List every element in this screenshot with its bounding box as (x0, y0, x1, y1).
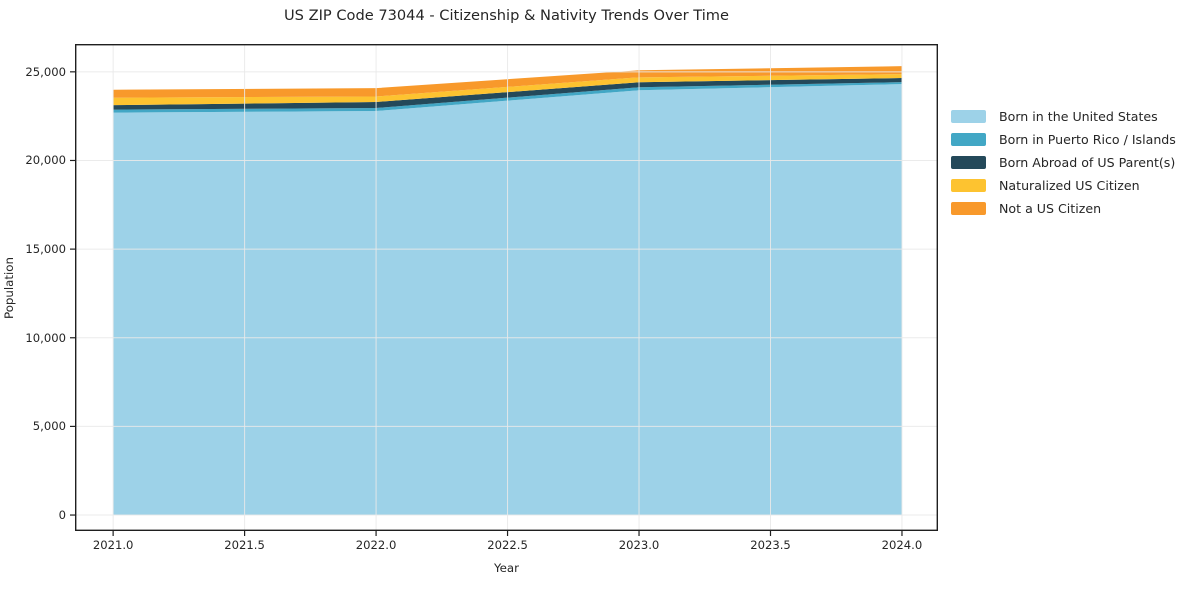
legend-swatch (951, 133, 986, 146)
legend-item-born-in-the-united-states: Born in the United States (951, 105, 1176, 128)
area-born-in-puerto-rico-islands (113, 82, 902, 113)
x-tick-label: 2023.0 (618, 538, 660, 552)
legend-swatch (951, 156, 986, 169)
legend: Born in the United States Born in Puerto … (951, 105, 1176, 220)
legend-item-naturalized-us-citizen: Naturalized US Citizen (951, 174, 1176, 197)
legend-item-not-a-us-citizen: Not a US Citizen (951, 197, 1176, 220)
legend-label: Born Abroad of US Parent(s) (999, 155, 1176, 170)
y-tick-label: 0 (58, 508, 66, 523)
legend-label: Born in Puerto Rico / Islands (999, 132, 1176, 147)
x-tick-label: 2024.0 (881, 538, 923, 552)
legend-item-born-abroad-of-us-parent-s: Born Abroad of US Parent(s) (951, 151, 1176, 174)
x-tick-label: 2021.0 (92, 538, 134, 552)
legend-swatch (951, 179, 986, 192)
plot-border (74, 43, 938, 532)
y-tick-label: 20,000 (25, 153, 66, 168)
legend-item-born-in-puerto-rico-islands: Born in Puerto Rico / Islands (951, 128, 1176, 151)
y-tick-label: 5,000 (32, 419, 66, 434)
x-tick-label: 2022.0 (355, 538, 397, 552)
legend-label: Not a US Citizen (999, 201, 1102, 216)
x-tick-label: 2021.5 (224, 538, 265, 552)
x-axis-label: Year (494, 561, 519, 575)
x-tick-label: 2022.5 (487, 538, 528, 552)
y-tick-label: 15,000 (25, 242, 66, 257)
plot-area (70, 43, 938, 536)
legend-label: Naturalized US Citizen (999, 178, 1140, 193)
y-tick-label: 10,000 (25, 330, 66, 345)
legend-swatch (951, 202, 986, 215)
legend-swatch (951, 110, 986, 123)
legend-label: Born in the United States (999, 109, 1158, 124)
x-tick-label: 2023.5 (750, 538, 791, 552)
y-tick-label: 25,000 (25, 64, 66, 79)
chart-title: US ZIP Code 73044 - Citizenship & Nativi… (284, 7, 729, 24)
